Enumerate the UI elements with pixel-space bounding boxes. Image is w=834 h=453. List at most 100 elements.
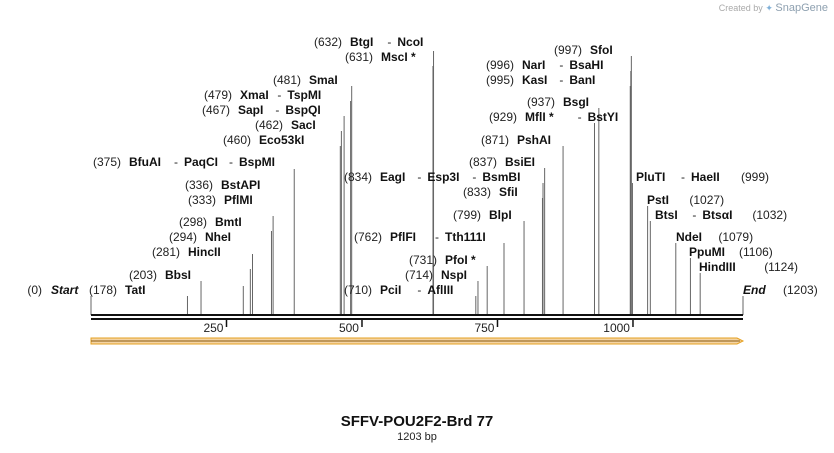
site-name: PciI: [380, 283, 401, 297]
site-name: SfiI: [499, 185, 518, 199]
sequence-length: 1203 bp: [397, 431, 437, 443]
site-name: Eco53kI: [259, 133, 304, 147]
site-name: PflFI: [390, 230, 416, 244]
site-position: (1124): [764, 260, 798, 274]
site-name-separator: -: [417, 170, 421, 184]
site-position: (995): [486, 73, 514, 87]
site-name: HaeII: [691, 170, 720, 184]
site-position: (281): [152, 245, 180, 259]
site-position: (834): [344, 170, 372, 184]
site-name: XmaI: [240, 88, 269, 102]
end-label: End: [743, 283, 766, 297]
snapgene-logo-icon: ✦: [765, 3, 773, 13]
ruler-ticks: 250 500 750 1000: [203, 319, 634, 335]
site-position: (298): [179, 215, 207, 229]
site-name-separator: -: [559, 73, 563, 87]
restriction-map: 250 500 750 1000 (178) TatI(203) BbsI (281) Hin…: [27, 35, 818, 345]
site-name: BsaHI: [569, 58, 603, 72]
site-position: (833): [463, 185, 491, 199]
site-name-separator: -: [277, 88, 281, 102]
site-name: PfoI *: [445, 253, 476, 267]
site-name: PpuMI: [689, 245, 725, 259]
site-name-separator: -: [417, 283, 421, 297]
site-position: (731): [409, 253, 437, 267]
site-position: (1106): [739, 245, 773, 259]
site-name: PshAI: [517, 133, 551, 147]
site-name: NheI: [205, 230, 231, 244]
site-name-separator: -: [681, 170, 685, 184]
ruler-tick-label: 250: [203, 321, 223, 335]
site-name: PaqCI: [184, 155, 218, 169]
site-name: SfoI: [590, 43, 613, 57]
ruler-tick-label: 500: [339, 321, 359, 335]
site-name-separator: -: [229, 155, 233, 169]
sequence-backbone: [91, 314, 743, 320]
site-name-separator: -: [578, 110, 582, 124]
site-position: (333): [188, 193, 216, 207]
site-position: (294): [169, 230, 197, 244]
site-name: BspMI: [239, 155, 275, 169]
site-name: BfuAI: [129, 155, 161, 169]
site-name: HindIII: [699, 260, 736, 274]
site-name: BstAPI: [221, 178, 260, 192]
site-name-separator: -: [275, 103, 279, 117]
site-name-separator: -: [472, 170, 476, 184]
site-position: (837): [469, 155, 497, 169]
site-position: (632): [314, 35, 342, 49]
snapgene-credit: Created by ✦ SnapGene: [719, 2, 828, 14]
site-position: (997): [554, 43, 582, 57]
site-name: BanI: [569, 73, 595, 87]
site-name: Tth111I: [445, 230, 486, 244]
site-position: (203): [129, 268, 157, 282]
site-position: (714): [405, 268, 433, 282]
site-name: BsmBI: [482, 170, 520, 184]
site-name: AflIII: [427, 283, 453, 297]
site-position: (929): [489, 110, 517, 124]
sequence-title: SFFV-POU2F2-Brd 77: [340, 413, 494, 430]
site-position: (178): [89, 283, 117, 297]
site-position: (937): [527, 95, 555, 109]
site-name-separator: -: [435, 230, 439, 244]
site-name: BlpI: [489, 208, 512, 222]
site-name: BtgI: [350, 35, 373, 49]
site-name: SapI: [238, 103, 263, 117]
ruler-tick-label: 1000: [603, 321, 630, 335]
site-position: (467): [202, 103, 230, 117]
end-position: (1203): [783, 283, 818, 297]
site-position: (462): [255, 118, 283, 132]
site-name: SmaI: [309, 73, 338, 87]
site-name: NcoI: [397, 35, 423, 49]
site-name: SacI: [291, 118, 316, 132]
site-position: (1027): [689, 193, 724, 207]
site-name: BstYI: [588, 110, 619, 124]
site-name: EagI: [380, 170, 405, 184]
site-position: (460): [223, 133, 251, 147]
site-name: NarI: [522, 58, 545, 72]
site-name: MflI *: [525, 110, 554, 124]
site-position: (999): [741, 170, 769, 184]
site-name: TspMI: [287, 88, 321, 102]
site-name: MscI *: [381, 50, 416, 64]
credit-brand: SnapGene: [775, 2, 828, 14]
start-label: Start: [51, 283, 79, 297]
site-name: PluTI: [636, 170, 665, 184]
feature-arrow: [90, 337, 745, 345]
credit-prefix: Created by: [718, 3, 763, 13]
site-position: (710): [344, 283, 372, 297]
site-name: KasI: [522, 73, 547, 87]
site-name: HincII: [188, 245, 221, 259]
site-name: Esp3I: [427, 170, 459, 184]
site-labels: (178) TatI(203) BbsI (281) HincII(294) NheI(2…: [27, 35, 817, 297]
site-name: BspQI: [285, 103, 320, 117]
site-position: (1032): [752, 208, 787, 222]
site-name-separator: -: [387, 35, 391, 49]
site-name: PflMI: [224, 193, 253, 207]
site-position: (479): [204, 88, 232, 102]
site-name: TatI: [125, 283, 145, 297]
site-name: BsiEI: [505, 155, 535, 169]
site-position: (762): [354, 230, 382, 244]
site-name: BtsαI: [702, 208, 732, 222]
site-position: (799): [453, 208, 481, 222]
site-name: NdeI: [676, 230, 702, 244]
site-position: (996): [486, 58, 514, 72]
